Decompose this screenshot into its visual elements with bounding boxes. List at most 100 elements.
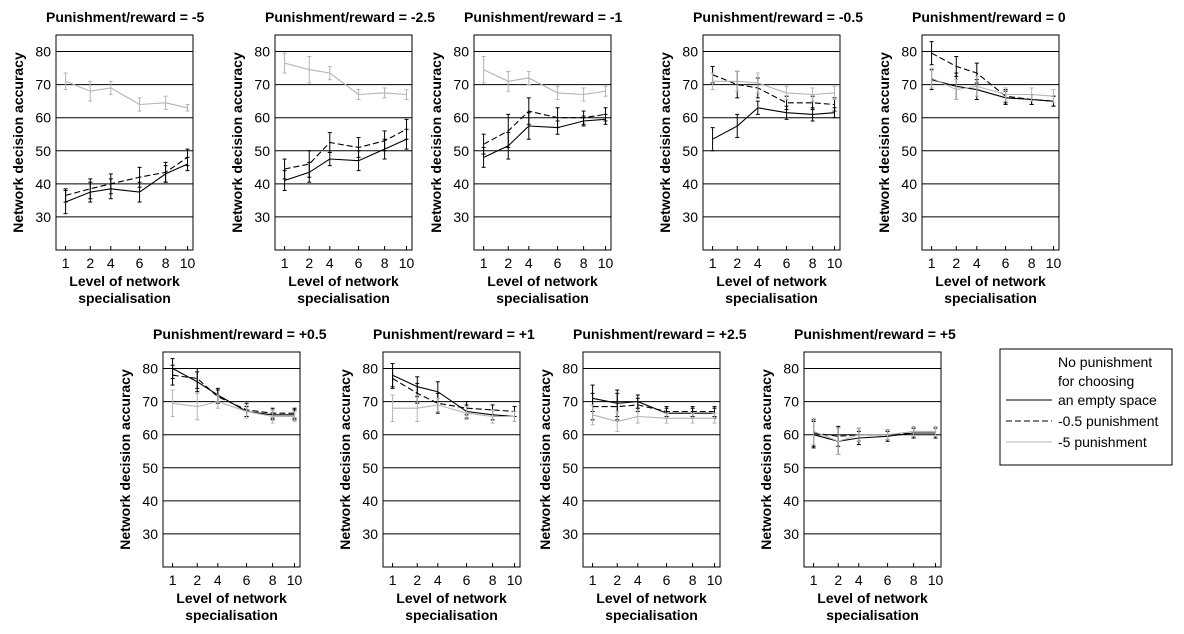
x-tick-label: 4 [214, 572, 222, 588]
error-bar [170, 364, 175, 386]
x-tick-label: 4 [634, 572, 642, 588]
x-tick-label: 6 [136, 255, 144, 271]
y-tick-label: 60 [35, 110, 51, 126]
y-tick-label: 60 [453, 110, 469, 126]
x-axis-label: Level of network specialisation [288, 273, 399, 306]
panel-title: Punishment/reward = +2.5 [573, 326, 747, 342]
error-bar [63, 188, 68, 203]
y-tick-label: 50 [362, 460, 378, 476]
series-line [172, 368, 295, 416]
x-tick-label: 6 [663, 572, 671, 588]
series-line [172, 374, 295, 414]
y-tick-label: 30 [562, 526, 578, 542]
series-line [592, 397, 715, 414]
error-bar [63, 72, 68, 91]
y-tick-label: 30 [362, 526, 378, 542]
error-bar [282, 158, 287, 180]
series-line [712, 80, 835, 96]
error-bar [292, 411, 297, 422]
y-tick-label: 70 [254, 77, 270, 93]
series-line [483, 110, 606, 145]
y-tick-label: 40 [254, 176, 270, 192]
x-axis-label: Level of network specialisation [716, 273, 827, 306]
y-tick-label: 40 [362, 493, 378, 509]
y-axis-label: Network decision accuracy [337, 369, 353, 550]
x-tick-label: 2 [733, 255, 741, 271]
y-tick-label: 30 [453, 209, 469, 225]
y-tick-label: 70 [682, 77, 698, 93]
x-tick-label: 1 [62, 255, 70, 271]
error-bar [88, 178, 93, 200]
error-bar [185, 103, 190, 112]
series-3 [282, 52, 409, 100]
y-tick-label: 40 [562, 493, 578, 509]
series-line [483, 118, 606, 158]
plot-frame [274, 34, 413, 251]
series-1 [390, 363, 517, 422]
panel-title: Punishment/reward = -2.5 [265, 9, 435, 25]
x-tick-label: 1 [589, 572, 597, 588]
panel-4: Punishment/reward = -0.5 30 40 50 60 70 80 1 2 4 6… [657, 9, 863, 306]
error-bar [1051, 89, 1056, 104]
plot-frame [382, 351, 521, 568]
series-line [931, 52, 1054, 102]
y-axis-label: Network decision accuracy [428, 52, 444, 233]
error-bar [512, 411, 517, 422]
legend-entry-1: No punishment for choosing an empty space [1006, 354, 1157, 408]
error-bar [710, 127, 715, 152]
plot-frame [55, 34, 194, 251]
series-line [592, 414, 715, 423]
error-bar [390, 368, 395, 389]
y-tick-label: 50 [142, 460, 158, 476]
x-tick-label: 10 [827, 255, 843, 271]
panel-8: Punishment/reward = +2.5 30 40 50 60 70 80 1 2 4 6… [537, 326, 747, 623]
series-1 [282, 128, 409, 191]
plot-frame [702, 34, 841, 251]
x-tick-label: 6 [463, 572, 471, 588]
x-tick-label: 4 [855, 572, 863, 588]
y-tick-label: 40 [783, 493, 799, 509]
y-tick-label: 60 [562, 427, 578, 443]
x-axis-label: Level of network specialisation [817, 590, 928, 623]
y-axis-label: Network decision accuracy [10, 52, 26, 233]
y-tick-label: 80 [783, 361, 799, 377]
x-tick-label: 4 [754, 255, 762, 271]
x-tick-label: 4 [434, 572, 442, 588]
y-tick-label: 60 [254, 110, 270, 126]
x-tick-label: 6 [783, 255, 791, 271]
plot-frame [473, 34, 612, 251]
y-tick-label: 80 [35, 44, 51, 60]
series-line [483, 69, 606, 96]
panel-title: Punishment/reward = 0 [912, 9, 1066, 25]
series-1 [481, 112, 608, 168]
x-tick-label: 10 [287, 572, 303, 588]
y-tick-label: 50 [254, 143, 270, 159]
legend-label: an empty space [1058, 392, 1157, 408]
series-3 [481, 56, 608, 102]
y-tick-label: 80 [901, 44, 917, 60]
x-tick-label: 10 [1046, 255, 1062, 271]
x-tick-label: 4 [107, 255, 115, 271]
y-tick-label: 70 [142, 394, 158, 410]
x-tick-label: 6 [243, 572, 251, 588]
series-2 [481, 97, 608, 155]
y-tick-label: 30 [254, 209, 270, 225]
y-tick-label: 50 [901, 143, 917, 159]
error-bar [712, 412, 717, 424]
y-tick-label: 40 [35, 176, 51, 192]
y-tick-label: 70 [362, 394, 378, 410]
legend-label: -0.5 punishment [1058, 413, 1159, 429]
y-tick-label: 60 [901, 110, 917, 126]
series-3 [710, 70, 837, 102]
series-1 [170, 358, 297, 421]
error-bar [170, 389, 175, 417]
error-bar [185, 148, 190, 167]
error-bar [282, 52, 287, 74]
series-3 [929, 67, 1056, 104]
x-axis-label: Level of network specialisation [935, 273, 1046, 306]
series-2 [63, 148, 190, 203]
y-tick-label: 80 [562, 361, 578, 377]
series-line [931, 79, 1054, 102]
y-tick-label: 40 [901, 176, 917, 192]
y-axis-label: Network decision accuracy [537, 369, 553, 550]
